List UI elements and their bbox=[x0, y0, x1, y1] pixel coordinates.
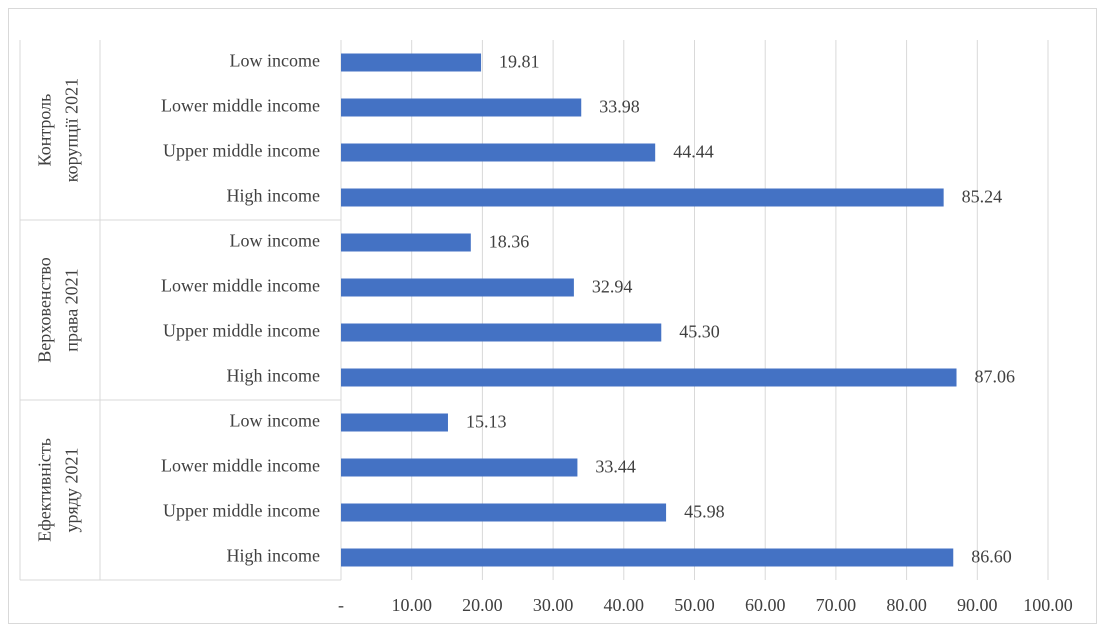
x-tick-label: 60.00 bbox=[745, 595, 786, 615]
x-tick-label: 80.00 bbox=[886, 595, 927, 615]
y-tick-label: Low income bbox=[230, 411, 320, 431]
value-label: 85.24 bbox=[962, 187, 1003, 207]
bar bbox=[341, 188, 944, 207]
value-label: 86.60 bbox=[971, 547, 1012, 567]
group-label: права 2021 bbox=[62, 268, 82, 351]
bar bbox=[341, 53, 482, 72]
y-tick-label: Upper middle income bbox=[163, 141, 320, 161]
value-label: 87.06 bbox=[975, 367, 1016, 387]
bar bbox=[341, 323, 662, 342]
x-tick-label: - bbox=[338, 595, 344, 615]
y-tick-label: High income bbox=[227, 186, 320, 206]
y-tick-label: High income bbox=[227, 546, 320, 566]
y-tick-label: Lower middle income bbox=[161, 456, 320, 476]
group-label: Контроль bbox=[35, 94, 55, 167]
value-label: 44.44 bbox=[673, 142, 714, 162]
bar bbox=[341, 548, 954, 567]
bar bbox=[341, 233, 471, 252]
value-label: 33.98 bbox=[599, 97, 640, 117]
x-tick-label: 70.00 bbox=[816, 595, 857, 615]
y-tick-label: Upper middle income bbox=[163, 501, 320, 521]
x-tick-label: 20.00 bbox=[462, 595, 503, 615]
x-tick-label: 50.00 bbox=[674, 595, 715, 615]
y-tick-label: Lower middle income bbox=[161, 96, 320, 116]
y-tick-label: Low income bbox=[230, 51, 320, 71]
bar bbox=[341, 368, 957, 387]
group-label: уряду 2021 bbox=[62, 448, 82, 533]
group-label: Ефективність bbox=[35, 438, 55, 542]
x-tick-label: 30.00 bbox=[533, 595, 574, 615]
bar bbox=[341, 503, 667, 522]
x-tick-label: 90.00 bbox=[957, 595, 998, 615]
group-label: корупції 2021 bbox=[62, 78, 82, 182]
value-label: 19.81 bbox=[499, 52, 540, 72]
bar bbox=[341, 458, 578, 477]
x-tick-label: 100.00 bbox=[1023, 595, 1073, 615]
value-label: 32.94 bbox=[592, 277, 633, 297]
value-label: 45.98 bbox=[684, 502, 725, 522]
x-tick-label: 40.00 bbox=[604, 595, 645, 615]
value-label: 33.44 bbox=[595, 457, 636, 477]
y-tick-label: Lower middle income bbox=[161, 276, 320, 296]
group-label: Верховенство bbox=[35, 257, 55, 363]
x-tick-label: 10.00 bbox=[391, 595, 432, 615]
bar bbox=[341, 98, 582, 117]
bar bbox=[341, 278, 574, 297]
value-label: 15.13 bbox=[466, 412, 507, 432]
y-tick-label: Upper middle income bbox=[163, 321, 320, 341]
value-label: 45.30 bbox=[679, 322, 720, 342]
y-tick-label: High income bbox=[227, 366, 320, 386]
bar bbox=[341, 143, 656, 162]
bar bbox=[341, 413, 448, 432]
y-tick-label: Low income bbox=[230, 231, 320, 251]
value-label: 18.36 bbox=[489, 232, 529, 252]
